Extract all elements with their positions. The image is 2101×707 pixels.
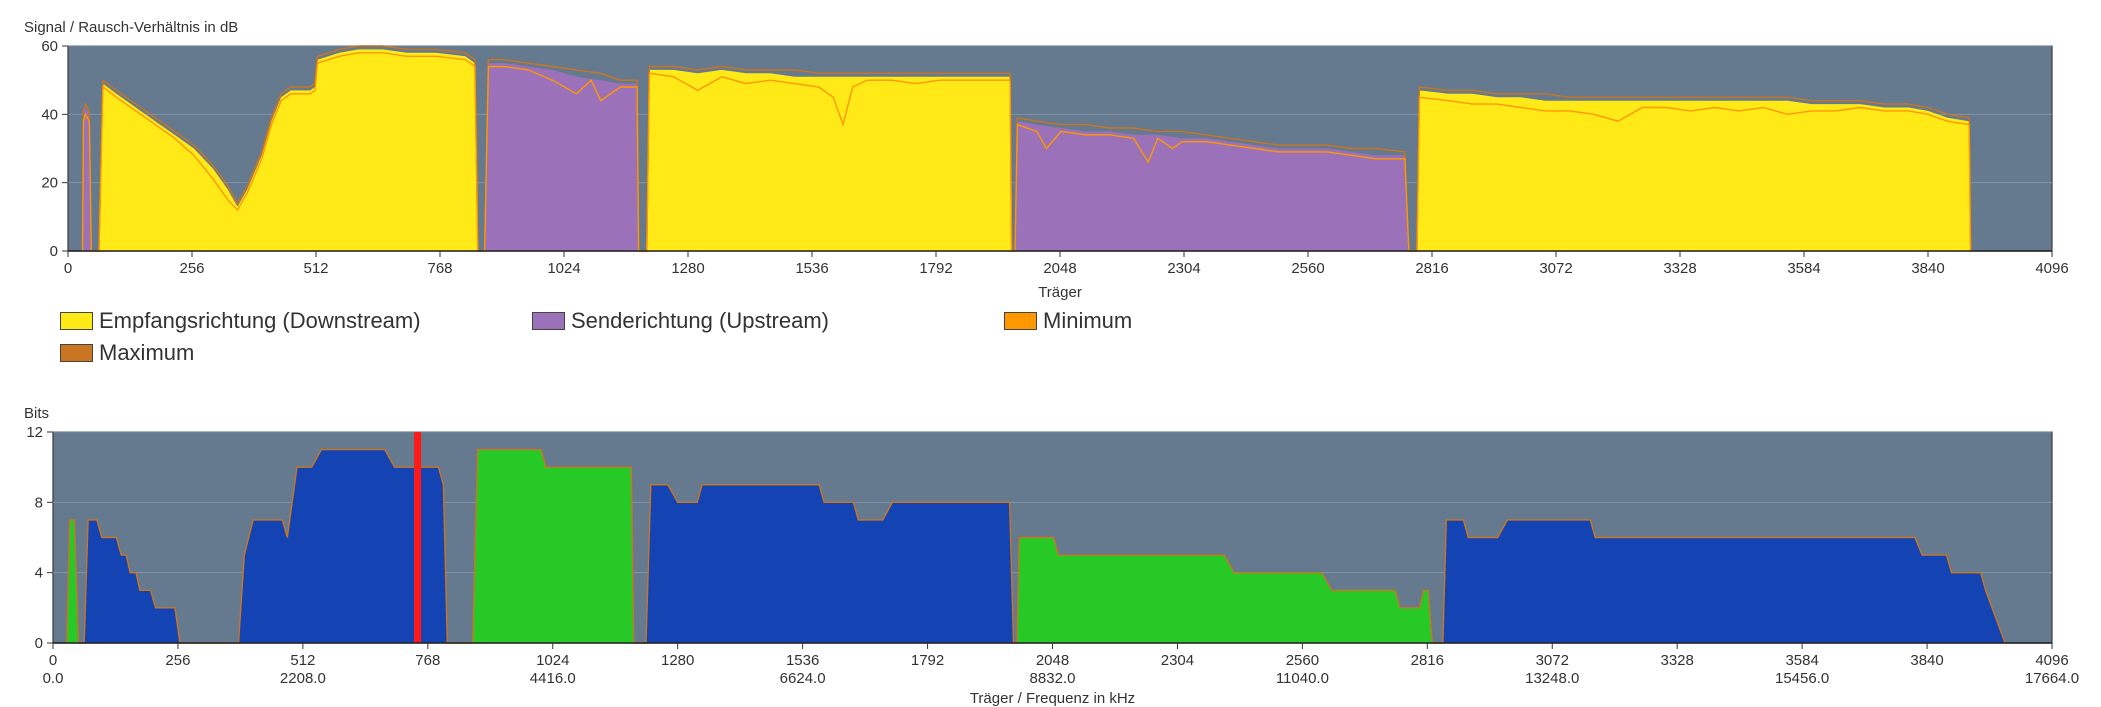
legend-label-maximum: Maximum xyxy=(99,340,195,365)
bits-frequency-tick-label: 17664.0 xyxy=(2025,670,2079,687)
bits-x-tick-label: 2304 xyxy=(1161,652,1194,669)
bits-series-downstream xyxy=(238,449,448,643)
snr-y-tick-label: 60 xyxy=(41,38,58,55)
snr-x-tick-label: 2304 xyxy=(1167,260,1200,277)
legend-swatch-upstream xyxy=(532,312,565,330)
bits-series-upstream xyxy=(1016,537,1433,643)
legend-label-upstream: Senderichtung (Upstream) xyxy=(571,308,830,333)
bits-x-tick-label: 1280 xyxy=(661,652,694,669)
snr-minimum-line xyxy=(81,52,1972,252)
legend-swatch-downstream xyxy=(60,312,93,330)
bits-x-tick-label: 1024 xyxy=(536,652,569,669)
snr-x-tick-label: 3584 xyxy=(1787,260,1820,277)
bits-x-tick-label: 0 xyxy=(49,652,57,669)
bits-x-tick-label: 512 xyxy=(290,652,315,669)
snr-series-empfangsrichtung-downstream xyxy=(99,49,478,252)
snr-maximum-line xyxy=(81,45,1972,252)
bits-x-tick-label: 1536 xyxy=(786,652,819,669)
bits-frequency-tick-label: 8832.0 xyxy=(1030,670,1076,687)
bits-frequency-tick-label: 13248.0 xyxy=(1525,670,1579,687)
snr-y-tick-label: 0 xyxy=(50,243,58,260)
snr-x-tick-label: 3328 xyxy=(1663,260,1696,277)
bits-frequency-tick-label: 0.0 xyxy=(43,670,64,687)
bits-x-tick-label: 2048 xyxy=(1036,652,1069,669)
snr-series-senderichtung-upstream xyxy=(484,63,639,251)
bits-title: Bits xyxy=(24,405,49,422)
snr-y-tick-label: 40 xyxy=(41,106,58,123)
snr-x-tick-label: 3072 xyxy=(1539,260,1572,277)
snr-series-empfangsrichtung-downstream xyxy=(1417,90,1971,252)
snr-title: Signal / Rausch-Verhältnis in dB xyxy=(24,19,238,36)
bits-frequency-tick-label: 4416.0 xyxy=(530,670,576,687)
legend-swatch-minimum xyxy=(1004,312,1037,330)
snr-x-tick-label: 256 xyxy=(179,260,204,277)
snr-series-senderichtung-upstream xyxy=(1015,121,1409,251)
legend-label-minimum: Minimum xyxy=(1043,308,1133,333)
bits-series-downstream xyxy=(84,519,180,643)
bits-x-tick-label: 3584 xyxy=(1785,652,1818,669)
snr-x-tick-label: 1536 xyxy=(795,260,828,277)
snr-x-tick-label: 1024 xyxy=(547,260,580,277)
bits-y-tick-label: 8 xyxy=(35,494,43,511)
bits-x-tick-label: 2560 xyxy=(1286,652,1319,669)
bits-x-tick-label: 768 xyxy=(415,652,440,669)
snr-x-tick-label: 768 xyxy=(427,260,452,277)
snr-legend: Empfangsrichtung (Downstream) Sendericht… xyxy=(60,303,1260,373)
bits-x-tick-label: 4096 xyxy=(2035,652,2068,669)
legend-item-maximum: Maximum xyxy=(60,340,194,366)
bits-x-tick-label: 3072 xyxy=(1536,652,1569,669)
snr-x-tick-label: 2560 xyxy=(1291,260,1324,277)
bits-marker xyxy=(414,432,422,643)
bits-frequency-tick-label: 6624.0 xyxy=(780,670,826,687)
snr-x-tick-label: 2048 xyxy=(1043,260,1076,277)
legend-swatch-maximum xyxy=(60,344,93,362)
bits-x-tick-label: 1792 xyxy=(911,652,944,669)
snr-x-tick-label: 512 xyxy=(303,260,328,277)
bits-frequency-tick-label: 2208.0 xyxy=(280,670,326,687)
snr-x-tick-label: 3840 xyxy=(1911,260,1944,277)
bits-series-downstream xyxy=(646,484,1014,643)
legend-label-downstream: Empfangsrichtung (Downstream) xyxy=(99,308,421,333)
bits-x-tick-label: 3328 xyxy=(1661,652,1694,669)
bits-x-tick-label: 256 xyxy=(165,652,190,669)
snr-x-tick-label: 2816 xyxy=(1415,260,1448,277)
bits-x-tick-label: 2816 xyxy=(1411,652,1444,669)
legend-item-upstream: Senderichtung (Upstream) xyxy=(532,308,829,334)
bits-frequency-tick-label: 15456.0 xyxy=(1775,670,1829,687)
bits-y-tick-label: 12 xyxy=(26,424,43,441)
legend-item-minimum: Minimum xyxy=(1004,308,1132,334)
bits-series-downstream xyxy=(1442,519,2006,643)
snr-series-empfangsrichtung-downstream xyxy=(646,69,1012,252)
snr-x-tick-label: 0 xyxy=(64,260,72,277)
bits-y-tick-label: 0 xyxy=(35,635,43,652)
bits-y-tick-label: 4 xyxy=(35,565,43,582)
bits-series-upstream xyxy=(472,449,634,643)
legend-item-downstream: Empfangsrichtung (Downstream) xyxy=(60,308,421,334)
snr-x-tick-label: 1792 xyxy=(919,260,952,277)
bits-maximum-line xyxy=(66,448,2006,644)
snr-x-tick-label: 1280 xyxy=(671,260,704,277)
bits-frequency-tick-label: 11040.0 xyxy=(1276,670,1329,687)
snr-y-tick-label: 20 xyxy=(41,175,58,192)
snr-x-axis-label: Träger xyxy=(1038,284,1082,301)
bits-x-axis-label: Träger / Frequenz in kHz xyxy=(970,690,1135,707)
snr-x-tick-label: 4096 xyxy=(2035,260,2068,277)
bits-x-tick-label: 3840 xyxy=(1910,652,1943,669)
